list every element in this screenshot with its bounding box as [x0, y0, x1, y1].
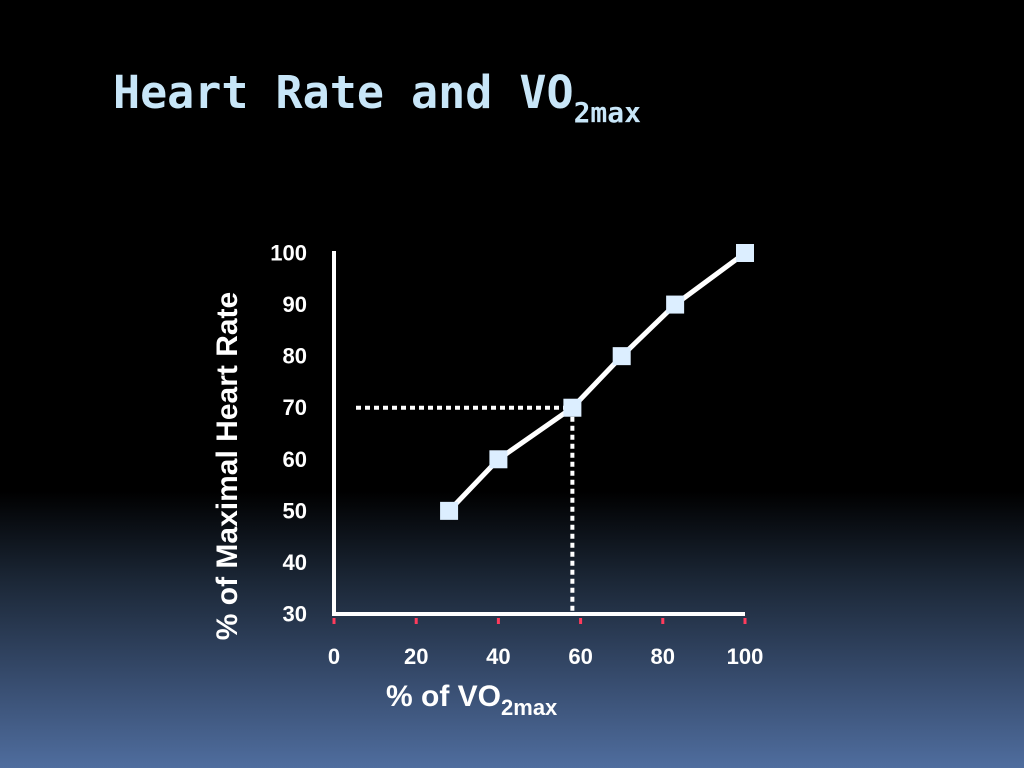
x-axis-label-main: % of VO	[386, 680, 502, 713]
y-tick-label: 50	[283, 498, 307, 523]
data-point-marker	[440, 501, 459, 520]
x-tick-mark	[743, 618, 747, 624]
data-point-marker	[563, 398, 582, 417]
data-point-marker	[736, 244, 754, 262]
slide-title: Heart Rate and VO2max	[113, 66, 641, 129]
y-axis-label: % of Maximal Heart Rate	[211, 291, 244, 641]
x-tick-mark	[579, 618, 583, 624]
series-line	[447, 250, 747, 513]
x-tick-marks	[332, 618, 747, 624]
x-tick-label: 20	[404, 644, 428, 669]
y-tick-labels: 30 40 50 60 70 80 90 100	[270, 241, 307, 627]
reference-lines	[356, 405, 577, 612]
data-point-marker	[612, 347, 631, 366]
x-axis-label: % of VO2max	[386, 680, 557, 720]
data-series	[440, 244, 754, 520]
title-main: Heart Rate and VO	[113, 66, 574, 119]
x-tick-label: 0	[328, 644, 340, 669]
y-tick-label: 80	[283, 344, 307, 369]
x-tick-label: 40	[486, 644, 510, 669]
title-subscript: 2max	[573, 96, 642, 129]
x-tick-label: 60	[568, 644, 592, 669]
x-tick-labels: 0 20 40 60 80 100	[328, 644, 763, 669]
y-tick-label: 60	[283, 447, 307, 472]
x-tick-mark	[496, 618, 500, 624]
x-tick-label: 80	[651, 644, 675, 669]
y-tick-label: 70	[283, 395, 307, 420]
x-axis-label-subscript: 2max	[501, 695, 558, 720]
y-tick-label: 30	[283, 602, 307, 627]
data-point-marker	[666, 295, 685, 314]
y-tick-label: 90	[283, 292, 307, 317]
axes	[332, 251, 745, 616]
y-tick-label: 40	[283, 550, 307, 575]
x-tick-mark	[661, 618, 665, 624]
x-tick-mark	[414, 618, 418, 624]
x-tick-mark	[332, 618, 336, 624]
data-point-marker	[489, 450, 508, 469]
y-tick-label: 100	[270, 241, 307, 266]
x-tick-label: 100	[727, 644, 764, 669]
